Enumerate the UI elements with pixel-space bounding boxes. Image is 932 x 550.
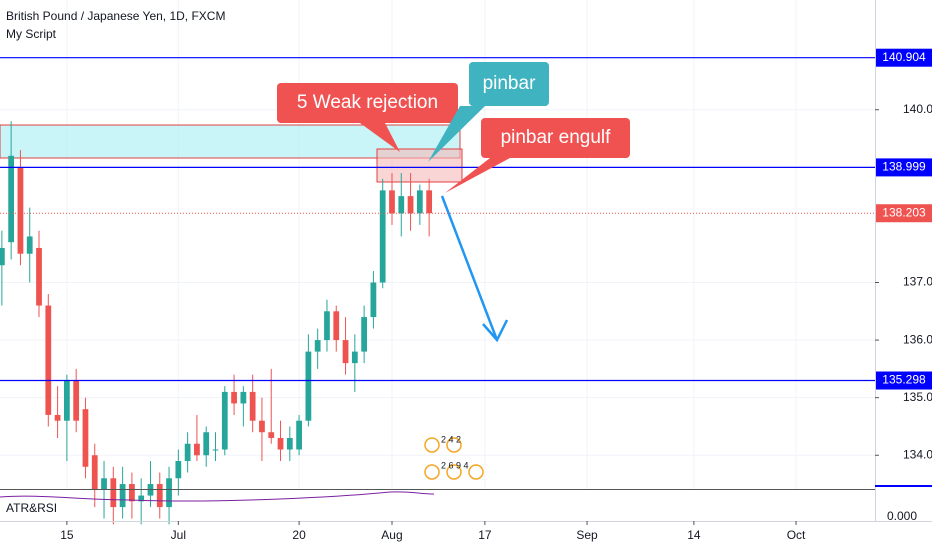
y-tick-label: 140.000: [903, 102, 932, 116]
candle-body: [361, 317, 367, 352]
callout-box: [469, 62, 549, 106]
candle-body: [0, 247, 5, 266]
level-label-box: [876, 48, 932, 67]
plot-area: [0, 121, 433, 525]
level-label: 140.904: [882, 50, 926, 64]
callout-text: 5 Weak rejection: [297, 92, 438, 113]
x-tick-label: 15: [60, 528, 74, 542]
candle-body: [91, 455, 98, 490]
candle-body: [175, 461, 182, 479]
x-tick-label: 20: [292, 528, 306, 542]
y-tick-label: 137.000: [903, 275, 932, 289]
svg-text:2 4 2: 2 4 2: [441, 434, 461, 444]
candle-body: [231, 391, 237, 404]
candle-body: [156, 484, 163, 508]
candle-body: [166, 478, 172, 508]
event-icons: 2 4 2 2 6 9 4: [424, 434, 484, 480]
candle-body: [249, 391, 256, 421]
down-arrow: [440, 195, 509, 343]
indicator-tick-label: 0.000: [887, 509, 917, 523]
candle-body: [314, 340, 321, 352]
candle-body: [110, 478, 117, 508]
candle-body: [324, 311, 330, 341]
indicator-line: [0, 491, 435, 502]
level-label: 135.298: [882, 373, 926, 387]
candle-body: [129, 484, 135, 502]
candle-body: [17, 167, 24, 254]
x-tick-label: 14: [687, 528, 701, 542]
candle-body: [212, 449, 219, 451]
candle-body: [389, 190, 395, 214]
chart-subtitle: My Script: [6, 27, 57, 41]
callout-box: [481, 118, 630, 158]
candle-body: [379, 190, 386, 283]
candle-body: [398, 196, 405, 214]
callout-tail: [445, 158, 510, 193]
x-tick-label: Sep: [576, 528, 598, 542]
indicator-name: ATR&RSI: [6, 501, 57, 515]
candle-body: [26, 236, 33, 254]
rejection-zone: [376, 148, 463, 183]
level-label-box: [876, 158, 932, 177]
callout-tail: [360, 123, 400, 152]
candle-body: [194, 443, 200, 456]
candle-body: [138, 495, 145, 502]
x-tick-label: Oct: [787, 528, 806, 542]
candle-body: [54, 414, 61, 421]
candle-body: [351, 351, 358, 364]
callout-tail: [428, 106, 485, 162]
candle-body: [407, 196, 414, 214]
x-tick-label: Aug: [381, 528, 402, 542]
candle-body: [101, 478, 107, 490]
x-tick-label: Jul: [171, 528, 186, 542]
candle-body: [333, 311, 340, 341]
candle-body: [268, 432, 275, 438]
last-price-box: [876, 204, 932, 223]
candle-body: [45, 305, 52, 415]
candle-body: [370, 282, 377, 318]
candle-body: [342, 340, 349, 364]
candle-body: [36, 247, 42, 306]
candle-body: [277, 437, 284, 450]
candle-body: [259, 420, 265, 433]
level-label-box: [876, 371, 932, 390]
level-label: 138.999: [882, 160, 926, 174]
candle-body: [63, 380, 70, 421]
candle-body: [286, 437, 293, 450]
y-tick-label: 134.000: [903, 447, 932, 461]
candle-body: [82, 409, 89, 467]
candle-body: [221, 391, 228, 450]
y-tick-label: 136.000: [903, 332, 932, 346]
candle-body: [203, 432, 210, 456]
y-tick-label: 135.000: [903, 390, 932, 404]
candle-body: [184, 443, 191, 462]
callout-text: pinbar engulf: [501, 127, 612, 148]
last-price-label: 138.203: [882, 205, 926, 219]
candle-body: [73, 380, 80, 421]
callout-box: [277, 83, 458, 123]
callout-text: pinbar: [483, 73, 536, 94]
x-tick-label: 17: [478, 528, 492, 542]
candle-body: [426, 190, 433, 214]
candle-body: [119, 484, 126, 508]
svg-text:2 6 9 4: 2 6 9 4: [441, 460, 469, 470]
chart-title: British Pound / Japanese Yen, 1D, FXCM: [6, 9, 225, 23]
candle-body: [416, 190, 423, 214]
candle-body: [296, 420, 302, 450]
grid: [0, 0, 875, 489]
candle-body: [305, 351, 312, 421]
candle-body: [8, 155, 15, 243]
candle-body: [240, 391, 247, 404]
